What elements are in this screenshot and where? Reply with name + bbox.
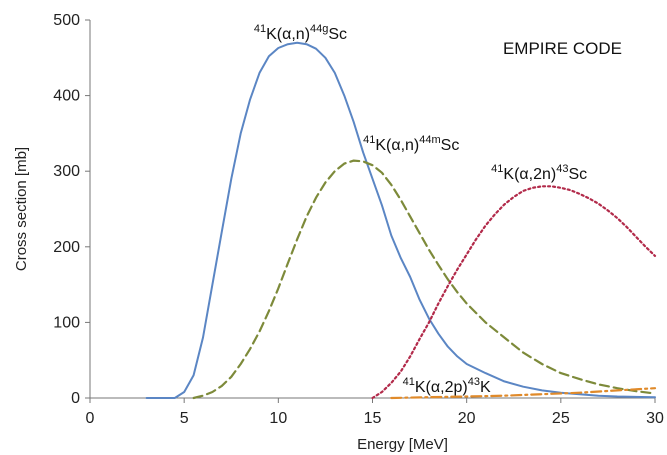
label-reaction: K(α,n) bbox=[266, 26, 310, 43]
x-tick-label: 20 bbox=[458, 410, 476, 427]
label-product-superscript: 44m bbox=[419, 134, 440, 146]
x-tick-label: 5 bbox=[180, 410, 189, 427]
x-tick-label: 10 bbox=[269, 410, 287, 427]
label-mass-superscript: 41 bbox=[363, 134, 375, 146]
y-tick-label: 200 bbox=[53, 239, 80, 256]
series-line-3 bbox=[371, 185, 657, 400]
series-label-3: 41K(α,2n)43Sc bbox=[491, 163, 587, 183]
label-product: K bbox=[480, 379, 491, 396]
label-reaction: K(α,2n) bbox=[503, 166, 556, 183]
series-label-2: 41K(α,n)44mSc bbox=[363, 134, 459, 154]
label-reaction: K(α,2p) bbox=[415, 379, 468, 396]
label-mass-superscript: 41 bbox=[403, 376, 415, 388]
series-label-1: 41K(α,n)44gSc bbox=[254, 23, 347, 43]
label-mass-superscript: 41 bbox=[254, 23, 266, 35]
label-product-superscript: 43 bbox=[468, 376, 480, 388]
series-line-2 bbox=[192, 159, 657, 400]
y-tick-label: 500 bbox=[53, 12, 80, 29]
x-tick-label: 15 bbox=[364, 410, 382, 427]
label-mass-superscript: 41 bbox=[491, 163, 503, 175]
y-axis-title: Cross section [mb] bbox=[13, 147, 30, 271]
y-tick-label: 100 bbox=[53, 314, 80, 331]
series-label-4: 41K(α,2p)43K bbox=[403, 376, 491, 396]
label-product: Sc bbox=[568, 166, 587, 183]
series-line-1 bbox=[145, 41, 656, 399]
series-line-4 bbox=[390, 387, 657, 400]
label-product-superscript: 43 bbox=[556, 163, 568, 175]
y-tick-label: 300 bbox=[53, 163, 80, 180]
x-axis-title: Energy [MeV] bbox=[357, 436, 448, 453]
x-tick-label: 25 bbox=[552, 410, 570, 427]
label-product: Sc bbox=[328, 26, 347, 43]
y-tick-label: 400 bbox=[53, 88, 80, 105]
label-reaction: K(α,n) bbox=[375, 137, 419, 154]
label-product-superscript: 44g bbox=[310, 23, 328, 35]
y-tick-label: 0 bbox=[71, 390, 80, 407]
label-product: Sc bbox=[441, 137, 460, 154]
x-tick-label: 0 bbox=[86, 410, 95, 427]
empire-code-label: EMPIRE CODE bbox=[503, 39, 622, 58]
x-tick-label: 30 bbox=[646, 410, 664, 427]
